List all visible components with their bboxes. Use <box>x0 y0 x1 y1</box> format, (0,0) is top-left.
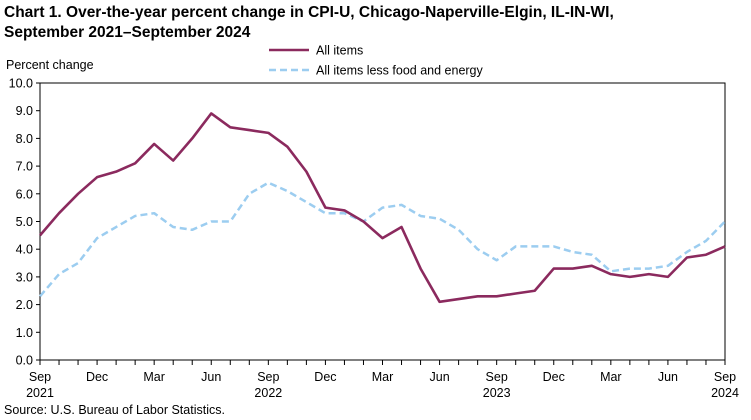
x-axis: Sep 2021 Dec Mar Jun Sep 2022 Dec Mar Jun Sep 2023 D… <box>26 360 739 400</box>
y-tick-label: 6.0 <box>16 187 33 201</box>
y-tick-label: 7.0 <box>16 160 33 174</box>
chart-title: Chart 1. Over-the-year percent change in… <box>4 3 744 43</box>
x-tick-label: Jun <box>430 370 450 384</box>
x-tick-label: Mar <box>143 370 165 384</box>
y-tick-label: 10.0 <box>9 77 33 91</box>
x-tick-label: Dec <box>543 370 565 384</box>
y-tick-label: 8.0 <box>16 132 33 146</box>
x-tick-year-label: 2021 <box>26 386 54 400</box>
x-tick-year-label: 2022 <box>254 386 282 400</box>
x-tick-year-label: 2024 <box>711 386 739 400</box>
plot-area-frame <box>39 82 726 361</box>
x-tick-label: Dec <box>86 370 108 384</box>
y-tick-label: 1.0 <box>16 326 33 340</box>
y-tick-label: 9.0 <box>16 104 33 118</box>
x-tick-label: Mar <box>600 370 622 384</box>
series-line-core-items <box>39 181 726 298</box>
y-tick-label: 0.0 <box>16 354 33 368</box>
chart-title-line-2: September 2021–September 2024 <box>4 24 251 41</box>
y-tick-label: 5.0 <box>16 215 33 229</box>
legend-label: All items <box>316 44 363 58</box>
x-tick-label: Mar <box>372 370 394 384</box>
x-tick-label: Sep <box>29 370 51 384</box>
legend: All items All items less food and energy <box>269 44 484 78</box>
legend-label: All items less food and energy <box>316 64 484 78</box>
x-tick-label: Jun <box>201 370 221 384</box>
x-tick-label: Dec <box>314 370 336 384</box>
x-tick-label: Sep <box>714 370 736 384</box>
chart-title-line-1: Chart 1. Over-the-year percent change in… <box>4 4 614 21</box>
source-note: Source: U.S. Bureau of Labor Statistics. <box>4 403 225 417</box>
x-tick-label: Jun <box>658 370 678 384</box>
series-layer <box>39 112 726 304</box>
x-tick-year-label: 2023 <box>483 386 511 400</box>
x-tick-label: Sep <box>257 370 279 384</box>
y-tick-label: 4.0 <box>16 243 33 257</box>
y-axis: 0.0 1.0 2.0 3.0 4.0 5.0 6.0 7.0 8.0 9.0 10.0 <box>9 77 40 368</box>
y-axis-label: Percent change <box>6 58 94 72</box>
x-tick-label: Sep <box>486 370 508 384</box>
y-tick-label: 3.0 <box>16 270 33 284</box>
y-tick-label: 2.0 <box>16 298 33 312</box>
series-line-all-items <box>39 112 726 304</box>
